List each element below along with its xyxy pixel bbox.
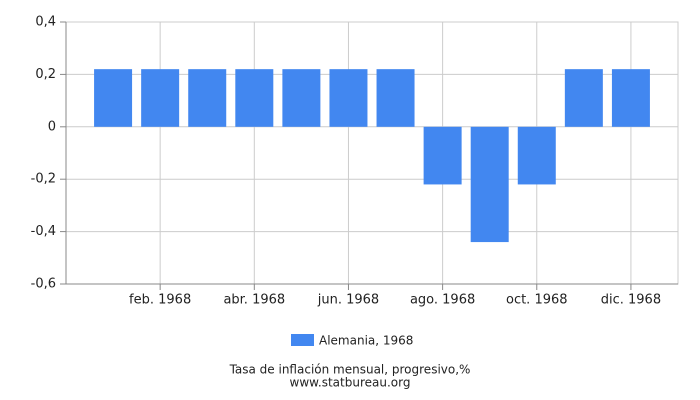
bar (564, 69, 603, 127)
y-tick-label: -0,6 (31, 277, 56, 292)
y-tick-label: 0 (48, 119, 56, 134)
bar (611, 69, 650, 127)
bar (329, 69, 368, 127)
plot-area (65, 21, 679, 285)
bar (470, 126, 509, 243)
x-tick-label: oct. 1968 (506, 293, 568, 308)
legend-label: Alemania, 1968 (319, 334, 413, 348)
y-tick-label: 0,2 (35, 67, 56, 82)
y-tick-label: -0,4 (31, 224, 56, 239)
bar (94, 69, 133, 127)
bar (517, 126, 556, 185)
bar (423, 126, 462, 185)
bar (188, 69, 227, 127)
x-tick-label: ago. 1968 (410, 293, 475, 308)
bar (235, 69, 274, 127)
x-tick-label: jun. 1968 (317, 293, 379, 308)
x-axis-label: Tasa de inflación mensual, progresivo,% (229, 363, 471, 377)
bar (376, 69, 415, 127)
y-tick-label: 0,4 (35, 15, 56, 30)
x-tick-label: abr. 1968 (223, 293, 285, 308)
y-tick-label: -0,2 (31, 172, 56, 187)
legend-swatch (291, 334, 314, 346)
source: www.statbureau.org (290, 376, 411, 390)
bar (282, 69, 321, 127)
x-tick-label: feb. 1968 (129, 293, 191, 308)
x-tick-label: dic. 1968 (601, 293, 661, 308)
bar (141, 69, 180, 127)
